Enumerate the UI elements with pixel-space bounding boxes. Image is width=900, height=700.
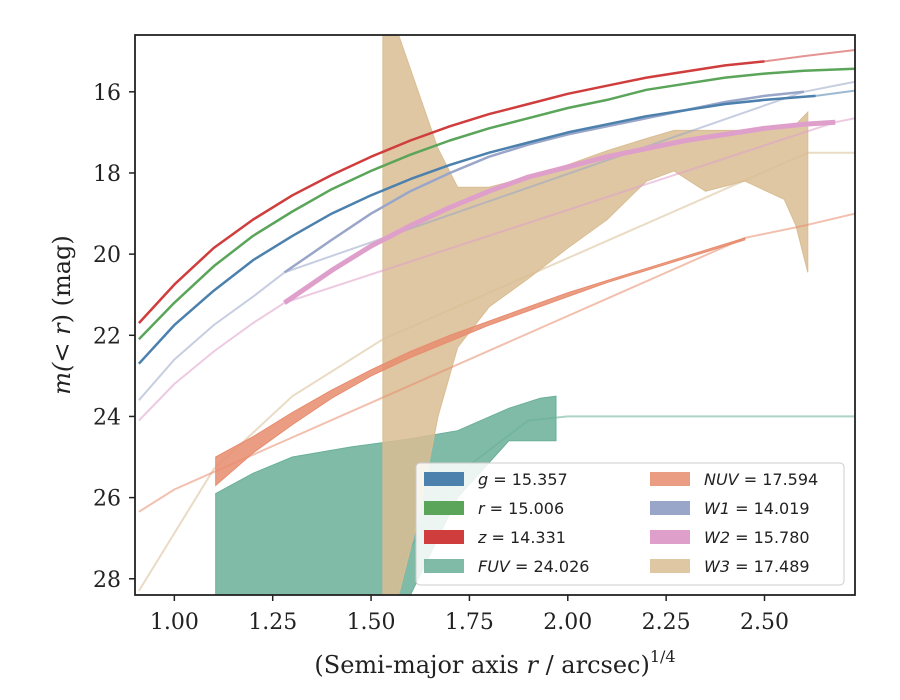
- y-tick-label: 16: [93, 81, 121, 106]
- series-nuv-band: [215, 237, 746, 487]
- legend-label-w2: W2 = 15.780: [704, 528, 810, 547]
- legend-swatch-fuv: [424, 559, 464, 573]
- series-w3-model-line: [138, 151, 855, 592]
- x-tick-label: 2.00: [543, 610, 592, 635]
- y-tick-label: 20: [93, 243, 121, 268]
- legend-label-fuv: FUV = 24.026: [478, 557, 589, 576]
- y-axis: 16 18 20 22 24 26 28: [93, 81, 135, 593]
- y-tick-label: 26: [93, 487, 121, 512]
- x-tick-label: 2.50: [740, 610, 789, 635]
- series-w2-line: [283, 119, 836, 305]
- legend-swatch-z: [424, 530, 464, 544]
- plot-area: [137, 35, 855, 595]
- series-z-model-line: [764, 49, 855, 63]
- x-tick-label: 1.50: [347, 610, 396, 635]
- legend-label-w3: W3 = 17.489: [704, 557, 810, 576]
- y-tick-label: 28: [93, 568, 121, 593]
- series-g-line: [137, 94, 816, 365]
- legend-swatch-w1: [650, 501, 690, 515]
- y-axis-label: m(< r) (mag): [48, 235, 76, 395]
- x-axis-label: (Semi-major axis r / arcsec)1/4: [314, 647, 675, 679]
- x-axis: 1.00 1.25 1.50 1.75 2.00 2.25 2.50: [150, 595, 789, 635]
- legend-swatch-r: [424, 501, 464, 515]
- series-z-line: [137, 60, 765, 324]
- x-tick-label: 1.00: [150, 610, 199, 635]
- legend-label-g: g = 15.357: [478, 470, 568, 489]
- legend-label-nuv: NUV = 17.594: [704, 470, 818, 489]
- series-nuv-model-line: [138, 212, 855, 513]
- legend-label-w1: W1 = 14.019: [704, 499, 810, 518]
- y-tick-label: 24: [93, 405, 121, 430]
- x-tick-label: 1.75: [445, 610, 494, 635]
- y-tick-label: 22: [93, 324, 121, 349]
- legend-swatch-w3: [650, 559, 690, 573]
- series-w1-line: [283, 90, 805, 274]
- legend-swatch-w2: [650, 530, 690, 544]
- legend-label-z: z = 14.331: [477, 528, 566, 547]
- x-tick-label: 2.25: [642, 610, 691, 635]
- legend-box: [415, 462, 845, 586]
- legend-swatch-g: [424, 472, 464, 486]
- legend: g = 15.357 r = 15.006 z = 14.331 FUV = 24.0…: [415, 462, 845, 586]
- series-g-model-line: [815, 89, 855, 97]
- x-tick-label: 1.25: [248, 610, 297, 635]
- plot-frame: [134, 34, 856, 596]
- series-r-line: [138, 67, 855, 341]
- legend-swatch-nuv: [650, 472, 690, 486]
- y-tick-label: 18: [93, 162, 121, 187]
- legend-label-r: r = 15.006: [478, 499, 564, 518]
